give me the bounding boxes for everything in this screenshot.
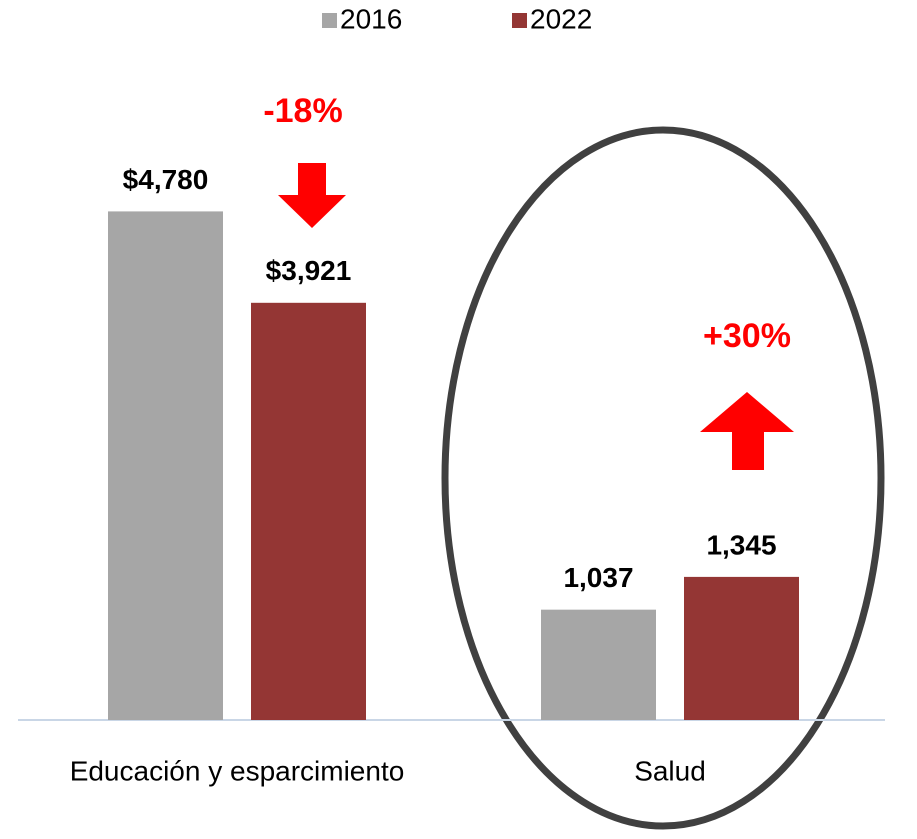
annotation: +30% <box>703 317 791 355</box>
legend-label: 2022 <box>530 3 592 34</box>
down-arrow <box>278 163 346 228</box>
x-tick-label: Educación y esparcimiento <box>70 755 405 786</box>
data-label: 1,037 <box>563 562 633 593</box>
highlight-ellipse <box>441 126 885 830</box>
legend-label: 2016 <box>340 3 402 34</box>
bar <box>108 211 223 720</box>
bar <box>251 302 366 720</box>
up-arrow <box>700 392 794 470</box>
data-label: $3,921 <box>266 255 352 286</box>
data-label: 1,345 <box>706 529 776 560</box>
data-label: $4,780 <box>123 164 209 195</box>
annotation: -18% <box>263 92 342 130</box>
legend-swatch <box>512 13 527 28</box>
bar <box>541 609 656 720</box>
bar <box>684 576 799 720</box>
legend-swatch <box>322 13 337 28</box>
x-tick-label: Salud <box>634 755 706 786</box>
